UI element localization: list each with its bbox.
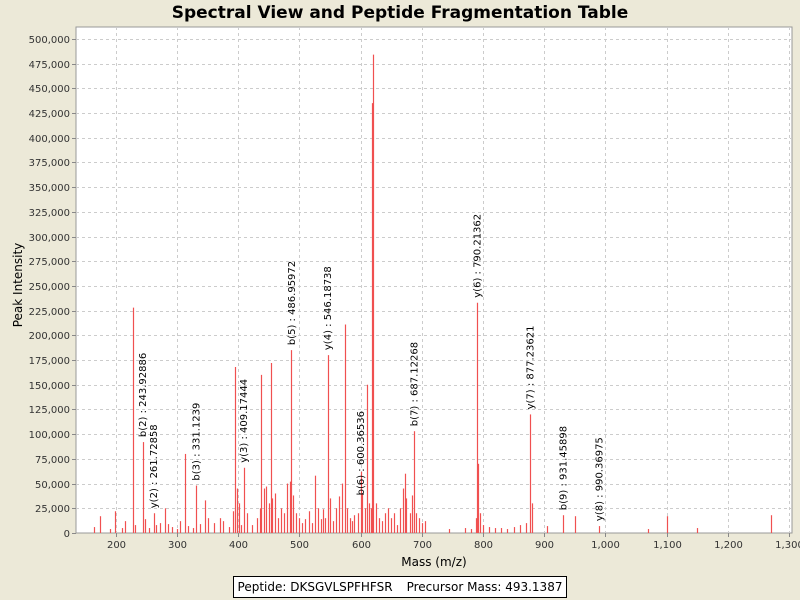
y-tick-label: 225,000	[29, 307, 70, 318]
y-tick-label: 400,000	[29, 134, 70, 145]
peak-annotation-label: y(7) : 877.23621	[526, 326, 537, 410]
x-tick-label: 1,100	[653, 540, 682, 551]
x-tick-label: 1,300	[775, 540, 800, 551]
y-tick-label: 175,000	[29, 356, 70, 367]
y-tick-label: 50,000	[35, 480, 70, 491]
x-tick-label: 700	[413, 540, 432, 551]
x-tick-label: 1,200	[714, 540, 743, 551]
peak-annotation-label: b(7) : 687.12268	[409, 342, 420, 426]
plot-area	[75, 26, 793, 534]
y-tick-label: 325,000	[29, 208, 70, 219]
x-tick-label: 500	[290, 540, 309, 551]
grid-lines	[76, 27, 792, 533]
precursor-mass-label: Precursor Mass: 493.1387	[406, 580, 563, 594]
y-tick-label: 75,000	[35, 455, 70, 466]
peak-annotation-label: y(8) : 990.36975	[595, 437, 606, 521]
peak-annotation-label: y(3) : 409.17444	[239, 379, 250, 463]
y-tick-label: 475,000	[29, 60, 70, 71]
y-tick-label: 250,000	[29, 282, 70, 293]
y-tick-label: 150,000	[29, 381, 70, 392]
peptide-label: Peptide: DKSGVLSPFHFSR	[237, 580, 393, 594]
y-tick-label: 25,000	[35, 504, 70, 515]
x-tick-label: 900	[535, 540, 554, 551]
x-tick-label: 300	[168, 540, 187, 551]
x-tick-label: 800	[474, 540, 493, 551]
x-tick-label: 200	[107, 540, 126, 551]
peak-annotation-label: y(2) : 261.72858	[149, 424, 160, 508]
y-tick-label: 425,000	[29, 109, 70, 120]
y-tick-label: 300,000	[29, 233, 70, 244]
y-tick-label: 500,000	[29, 35, 70, 46]
y-axis: 0 25,000 50,000 75,000 100,000 125,000 150,000…	[29, 35, 76, 540]
peak-annotation-label: b(5) : 486.95972	[287, 261, 298, 345]
peak-annotation-label: b(6) : 600.36536	[356, 411, 367, 495]
y-tick-label: 200,000	[29, 331, 70, 342]
y-tick-label: 375,000	[29, 158, 70, 169]
y-tick-label: 350,000	[29, 183, 70, 194]
peak-annotation-label: y(4) : 546.18738	[323, 266, 334, 350]
chart-title: Spectral View and Peptide Fragmentation …	[171, 3, 629, 23]
peak-annotation-label: b(3) : 331.1239	[191, 403, 202, 481]
y-tick-label: 275,000	[29, 257, 70, 268]
x-tick-label: 600	[352, 540, 371, 551]
y-tick-label: 125,000	[29, 405, 70, 416]
x-tick-label: 1,000	[591, 540, 620, 551]
x-axis-title: Mass (m/z)	[401, 555, 466, 569]
peak-annotation-label: y(6) : 790.21362	[472, 214, 483, 298]
x-axis: 200 300 400 500 600 700 800 900 1,000 1,100 1,200 1…	[107, 533, 800, 551]
x-tick-label: 400	[229, 540, 248, 551]
peaks	[93, 54, 773, 533]
peptide-info-box: Peptide: DKSGVLSPFHFSR Precursor Mass: 4…	[233, 576, 567, 598]
peak-annotation-label: b(9) : 931.45898	[559, 426, 570, 510]
y-tick-label: 100,000	[29, 430, 70, 441]
y-tick-label: 0	[64, 529, 70, 540]
y-tick-label: 450,000	[29, 84, 70, 95]
peak-annotation-label: b(2) : 243.92886	[138, 353, 149, 437]
y-axis-title: Peak Intensity	[11, 243, 25, 328]
